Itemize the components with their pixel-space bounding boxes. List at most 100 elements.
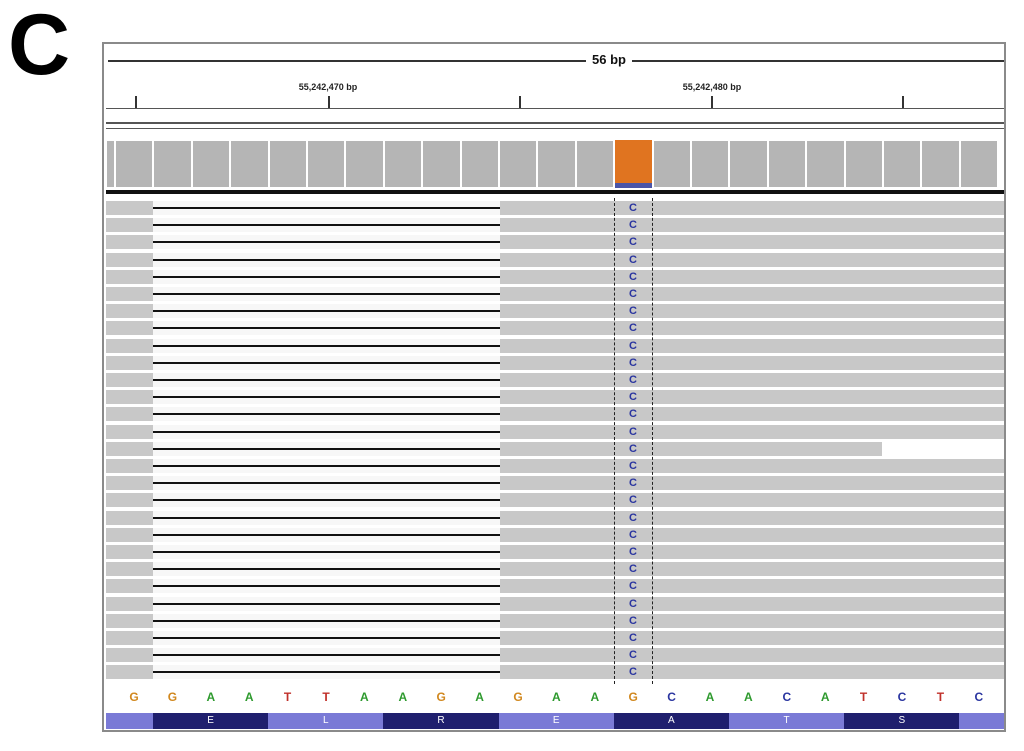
amino-acid-cell (959, 713, 1004, 729)
mismatch-base: C (629, 322, 637, 335)
deletion-line (153, 344, 500, 347)
mismatch-base: C (629, 477, 637, 490)
reference-base: C (667, 690, 676, 704)
reference-base: C (782, 690, 792, 704)
reference-base: A (206, 690, 216, 704)
deletion-line (153, 619, 500, 622)
deletion-line (153, 482, 500, 485)
mismatch-base: C (629, 494, 637, 507)
mismatch-base: C (629, 305, 637, 318)
amino-acid-cell: R (383, 713, 499, 729)
deletion-line (153, 207, 500, 209)
deletion-line (153, 654, 500, 657)
deletion-line (153, 465, 500, 467)
deletion-line (153, 585, 500, 588)
deletion-line (153, 637, 500, 639)
coverage-bar (499, 140, 538, 188)
deletion-line (153, 379, 500, 381)
coordinate-label-1: 55,242,470 bp (298, 82, 358, 92)
deletion-line (153, 499, 500, 502)
reference-base: A (475, 690, 484, 704)
mismatch-base: C (629, 219, 637, 232)
deletion-line (153, 671, 500, 674)
amino-acid-cell: E (498, 713, 614, 729)
reference-base: C (897, 690, 907, 704)
reference-base: G (513, 690, 523, 704)
ruler-tick (135, 96, 137, 108)
reference-base: A (398, 690, 408, 704)
coverage-bar (959, 140, 999, 188)
mismatch-base: C (629, 546, 637, 558)
panel-label: C (8, 0, 71, 93)
coverage-bar (307, 140, 346, 188)
deletion-line (153, 310, 500, 313)
reference-base: A (590, 690, 600, 704)
amino-acid-cell: T (729, 713, 845, 729)
deletion-line (153, 396, 500, 399)
coverage-bar (575, 140, 615, 188)
deletion-line (153, 533, 500, 536)
amino-acid-cell: S (844, 713, 960, 729)
reference-base: C (974, 690, 984, 704)
reference-base: T (936, 690, 945, 704)
reference-base: T (283, 690, 292, 704)
deletion-line (153, 602, 500, 605)
reference-base: A (820, 690, 830, 704)
ruler-tick (328, 96, 330, 108)
deletion-line (153, 224, 500, 227)
mismatch-base: C (629, 288, 637, 300)
coverage-baseline (106, 190, 1004, 194)
deletion-line (153, 275, 500, 278)
coverage-bar (537, 140, 576, 188)
ruler-baseline (106, 108, 1004, 109)
mismatch-base: C (629, 202, 637, 214)
coordinate-label-2: 55,242,480 bp (682, 82, 742, 92)
mutation-boundary-right (652, 198, 653, 684)
deletion-line (153, 568, 500, 571)
reference-base: A (552, 690, 561, 704)
deletion-line (153, 447, 500, 450)
deletion-line (153, 241, 500, 244)
mismatch-base: C (629, 597, 637, 610)
coverage-bar (345, 140, 384, 188)
coverage-bar (460, 140, 499, 188)
mismatch-base: C (629, 270, 637, 283)
mismatch-base: C (629, 425, 637, 438)
mismatch-base: C (629, 408, 637, 421)
amino-acid-cell: L (268, 713, 384, 729)
mismatch-base: C (629, 356, 637, 369)
reference-base: A (244, 690, 254, 704)
coverage-bar (191, 140, 231, 188)
deletion-line (153, 413, 500, 416)
span-line (108, 60, 1004, 62)
mismatch-base: C (629, 563, 637, 576)
mismatch-base: C (629, 614, 637, 627)
coverage-bar (383, 140, 423, 188)
coverage-bar-mutation (614, 140, 653, 188)
coverage-bar (921, 140, 960, 188)
coverage-bar (883, 140, 922, 188)
deletion-line (153, 551, 500, 553)
coverage-bar (652, 140, 691, 188)
reference-base: T (859, 690, 868, 704)
coverage-bar (806, 140, 845, 188)
mismatch-base: C (629, 339, 637, 352)
deletion-line (153, 327, 500, 330)
deletion-line (153, 361, 500, 364)
mismatch-base: C (629, 442, 637, 455)
reference-base: G (167, 690, 178, 704)
mismatch-base: C (629, 236, 637, 249)
mismatch-base: C (629, 391, 637, 404)
amino-acid-cell: A (613, 713, 729, 729)
amino-acid-cell: E (153, 713, 269, 729)
mismatch-base: C (629, 666, 637, 679)
mismatch-base: C (629, 632, 637, 644)
ruler-tick (711, 96, 713, 108)
reference-base: A (744, 690, 753, 704)
mutation-boundary-left (614, 198, 615, 684)
coverage-bar (767, 140, 807, 188)
mismatch-base: C (629, 253, 637, 266)
coverage-bar (115, 140, 154, 188)
mismatch-base: C (629, 374, 637, 386)
amino-acid-cell (106, 713, 153, 729)
